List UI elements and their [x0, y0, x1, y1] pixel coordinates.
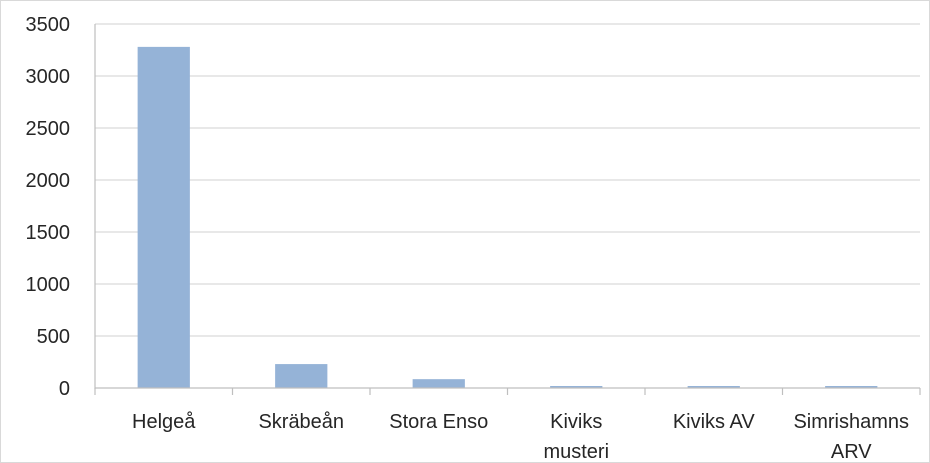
axes: [94, 24, 921, 395]
y-axis-tick-labels: 0 500 1000 1500 2000 2500 3000 3500: [26, 14, 71, 400]
gridlines: [95, 23, 920, 337]
x-category-label-1: Skräbeån: [258, 411, 344, 433]
y-tick-label-3000: 3000: [26, 66, 71, 88]
y-tick-label-500: 500: [37, 326, 70, 348]
y-tick-label-3500: 3500: [26, 14, 71, 36]
bars: [137, 46, 878, 388]
bar-0: [137, 46, 190, 388]
x-axis-category-labels: Helgeå Skräbeån Stora Enso Kiviks musteri Kiv…: [132, 411, 909, 463]
bar-1: [275, 364, 328, 388]
y-tick-label-0: 0: [59, 378, 70, 400]
bar-5: [825, 386, 878, 388]
bar-4: [687, 386, 740, 388]
y-tick-label-1500: 1500: [26, 222, 71, 244]
x-category-label-3: Kiviks musteri: [543, 411, 609, 463]
x-category-label-4: Kiviks AV: [673, 411, 756, 433]
bar-2: [412, 379, 465, 388]
y-tick-label-1000: 1000: [26, 274, 71, 296]
x-category-label-2: Stora Enso: [389, 411, 488, 433]
x-category-label-5: Simrishamns ARV: [793, 411, 909, 463]
y-tick-label-2000: 2000: [26, 170, 71, 192]
bar-3: [550, 386, 603, 388]
x-category-label-0: Helgeå: [132, 411, 196, 433]
y-tick-label-2500: 2500: [26, 118, 71, 140]
